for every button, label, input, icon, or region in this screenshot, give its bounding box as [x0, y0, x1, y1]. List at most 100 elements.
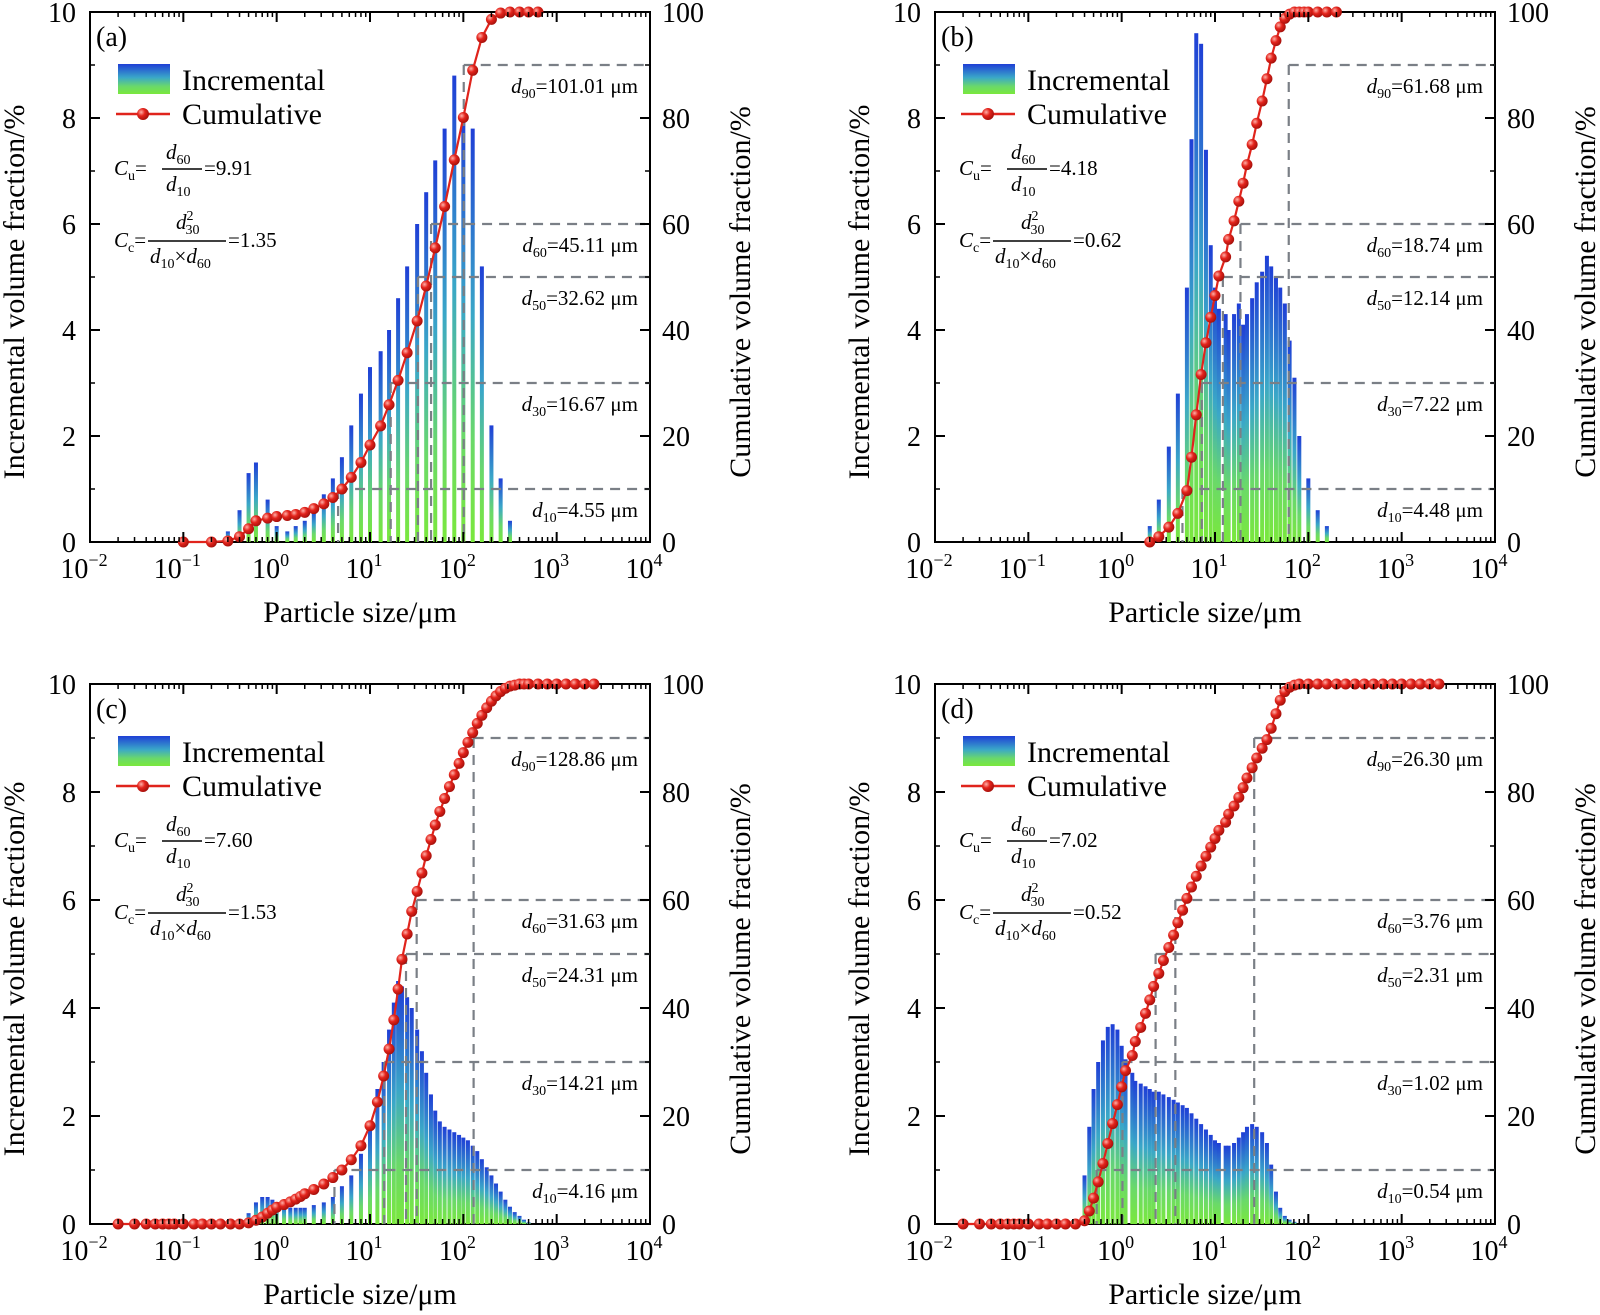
legend-incremental-swatch	[118, 64, 170, 94]
cumulative-point	[364, 1120, 376, 1132]
cumulative-point	[392, 374, 404, 386]
legend-cumulative-marker	[137, 108, 149, 120]
legend-cumulative-marker	[982, 780, 994, 792]
cumulative-point	[1163, 521, 1175, 533]
incremental-bar	[447, 1129, 452, 1224]
y-right-tick-label: 100	[662, 670, 704, 701]
incremental-bar	[1287, 1219, 1292, 1224]
incremental-bar	[424, 192, 429, 542]
y-left-axis-label: Incremental volume fraction/%	[843, 105, 876, 480]
incremental-bar	[1250, 1124, 1255, 1224]
incremental-bar	[253, 462, 258, 542]
incremental-bar	[1216, 308, 1221, 542]
incremental-bar	[302, 1207, 307, 1224]
x-tick-label: 104	[626, 550, 663, 585]
cumulative-point	[1414, 678, 1426, 690]
incremental-bar	[1189, 139, 1194, 542]
incremental-bar	[442, 1126, 447, 1224]
cumulative-point	[1088, 1192, 1100, 1204]
incremental-bar	[1269, 1164, 1274, 1224]
cumulative-point	[1139, 1007, 1151, 1019]
guide-label: d60=18.74 μm	[1367, 233, 1483, 261]
incremental-bar	[1194, 1118, 1199, 1224]
cc-denominator: d10×d60	[995, 244, 1056, 272]
y-left-tick-label: 10	[893, 670, 921, 701]
incremental-bar	[405, 997, 410, 1224]
cu-numerator: d60	[1011, 140, 1036, 168]
incremental-bar	[1166, 446, 1171, 542]
incremental-bar	[1156, 499, 1161, 542]
incremental-bar	[1241, 1132, 1246, 1224]
y-left-tick-label: 8	[62, 104, 76, 135]
guide-label: d90=61.68 μm	[1367, 74, 1483, 102]
y-right-tick-label: 20	[1507, 422, 1535, 453]
y-right-tick-label: 0	[662, 1210, 676, 1241]
x-tick-label: 104	[1471, 550, 1508, 585]
cumulative-point	[1256, 742, 1268, 754]
guide-label: d90=101.01 μm	[511, 74, 638, 102]
incremental-bar	[437, 1121, 442, 1224]
cumulative-point	[401, 928, 413, 940]
incremental-bar	[522, 1219, 527, 1224]
x-axis-label: Particle size/μm	[263, 1278, 457, 1311]
x-tick-label: 103	[532, 1232, 569, 1267]
cumulative-point	[1102, 1138, 1114, 1150]
incremental-bar	[1130, 1072, 1135, 1224]
x-tick-label: 102	[439, 1232, 476, 1267]
cumulative-point	[383, 1043, 395, 1055]
y-right-tick-label: 80	[1507, 778, 1535, 809]
cumulative-point	[299, 1188, 311, 1200]
cumulative-point	[1321, 678, 1333, 690]
x-tick-label: 103	[1377, 550, 1414, 585]
cc-numerator: d2 30	[1021, 881, 1045, 910]
incremental-bar	[461, 118, 466, 542]
incremental-bar	[1138, 1083, 1143, 1224]
cc-denominator: d10×d60	[150, 244, 211, 272]
x-tick-label: 10−2	[905, 550, 952, 585]
cumulative-point	[1163, 942, 1175, 954]
incremental-bar	[1260, 271, 1265, 542]
incremental-bar	[479, 1159, 484, 1224]
incremental-bar	[387, 330, 392, 542]
y-right-tick-label: 40	[1507, 316, 1535, 347]
panel-c: d90=128.86 μm d60=31.63 μm d50=24.31 μm d30…	[0, 670, 757, 1311]
y-left-tick-label: 8	[907, 104, 921, 135]
cumulative-point	[420, 280, 432, 292]
cc-formula: Cc= d2 30 d10×d60 =1.53	[114, 881, 277, 944]
incremental-bar	[470, 128, 475, 542]
cumulative-point	[411, 315, 423, 327]
x-tick-label: 10−2	[60, 550, 107, 585]
y-left-tick-label: 8	[907, 778, 921, 809]
incremental-bar	[1147, 1089, 1152, 1224]
incremental-bar	[1096, 1062, 1101, 1224]
incremental-bar	[1100, 1040, 1105, 1224]
y-right-tick-label: 60	[1507, 210, 1535, 241]
incremental-bar	[484, 1167, 489, 1224]
cumulative-point	[1181, 892, 1193, 904]
cc-formula: Cc= d2 30 d10×d60 =1.35	[114, 209, 277, 272]
y-right-tick-label: 80	[662, 104, 690, 135]
cumulative-point	[588, 678, 600, 690]
cumulative-point	[336, 483, 348, 495]
incremental-bar	[433, 1110, 438, 1224]
y-right-tick-label: 20	[1507, 1102, 1535, 1133]
incremental-bar	[391, 1002, 396, 1224]
cumulative-point	[1270, 35, 1282, 47]
incremental-bar	[321, 1202, 326, 1224]
cc-denominator: d10×d60	[150, 916, 211, 944]
y-right-axis-label: Cumulative volume fraction/%	[1569, 783, 1600, 1155]
cu-denominator: d10	[1011, 844, 1036, 872]
cumulative-point	[429, 242, 441, 254]
cumulative-point	[1274, 694, 1286, 706]
incremental-bar	[419, 1051, 424, 1224]
incremental-bar	[237, 510, 242, 542]
cumulative-point	[1237, 782, 1249, 794]
cc-symbol: Cc=	[114, 228, 146, 256]
incremental-bar	[1273, 1191, 1278, 1224]
guide-label: d30=14.21 μm	[522, 1071, 638, 1099]
y-left-tick-label: 0	[907, 1210, 921, 1241]
cumulative-point	[1241, 159, 1253, 171]
cumulative-point	[1033, 1218, 1045, 1230]
incremental-bar	[1175, 393, 1180, 542]
incremental-bar	[498, 1191, 503, 1224]
